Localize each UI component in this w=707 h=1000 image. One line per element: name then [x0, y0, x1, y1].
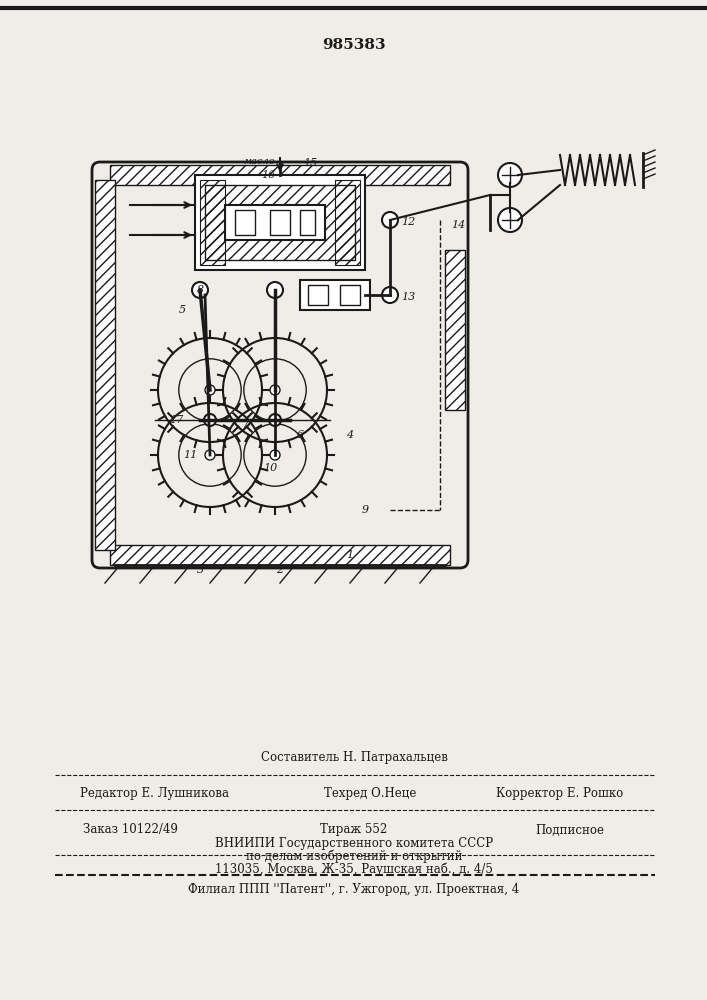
Text: 4: 4 [346, 430, 354, 440]
Bar [195, 175, 365, 270]
Circle shape [382, 287, 398, 303]
Text: 2: 2 [276, 565, 284, 575]
Bar [445, 250, 465, 410]
Text: Тираж 552: Тираж 552 [320, 824, 387, 836]
Text: 9: 9 [361, 505, 368, 515]
Bar [335, 180, 360, 265]
Text: Филиал ППП ''Патент'', г. Ужгород, ул. Проектная, 4: Филиал ППП ''Патент'', г. Ужгород, ул. П… [188, 884, 520, 896]
Text: 15: 15 [303, 158, 317, 168]
Text: 17: 17 [169, 415, 183, 425]
Circle shape [498, 208, 522, 232]
Circle shape [270, 450, 280, 460]
Text: 113035, Москва, Ж-35, Раушская наб., д. 4/5: 113035, Москва, Ж-35, Раушская наб., д. … [215, 862, 493, 876]
Text: 10: 10 [263, 463, 277, 473]
Bar [110, 165, 450, 185]
Circle shape [192, 282, 208, 298]
Text: 11: 11 [183, 450, 197, 460]
Text: 13: 13 [401, 292, 415, 302]
Text: 6: 6 [296, 430, 303, 440]
Bar [235, 210, 255, 235]
Text: Заказ 10122/49: Заказ 10122/49 [83, 824, 177, 836]
Bar [205, 185, 355, 260]
Circle shape [205, 385, 215, 395]
Text: 985383: 985383 [322, 38, 386, 52]
Text: Редактор Е. Лушникова: Редактор Е. Лушникова [81, 786, 230, 800]
Circle shape [498, 163, 522, 187]
Bar [200, 180, 225, 265]
Circle shape [267, 282, 283, 298]
Bar [110, 545, 450, 565]
Circle shape [204, 414, 216, 426]
Circle shape [205, 450, 215, 460]
Circle shape [269, 414, 281, 426]
Bar [340, 285, 360, 305]
Bar [225, 205, 325, 240]
Bar [300, 280, 370, 310]
Text: Техред О.Неце: Техред О.Неце [324, 786, 416, 800]
Text: 7: 7 [241, 420, 249, 430]
Text: Корректор Е. Рошко: Корректор Е. Рошко [496, 786, 624, 800]
Text: Подписное: Подписное [535, 824, 604, 836]
Circle shape [382, 212, 398, 228]
Text: 5: 5 [178, 305, 185, 315]
Bar [95, 180, 115, 550]
Text: 3: 3 [197, 565, 204, 575]
Text: Составитель Н. Патрахальцев: Составитель Н. Патрахальцев [261, 750, 448, 764]
Text: 12: 12 [401, 217, 415, 227]
Text: 8: 8 [197, 285, 204, 295]
Text: 16: 16 [261, 170, 275, 180]
Text: масло: масло [244, 157, 276, 166]
Text: ВНИИПИ Государственного комитета СССР: ВНИИПИ Государственного комитета СССР [215, 836, 493, 850]
Bar [270, 210, 290, 235]
Text: 1: 1 [346, 550, 354, 560]
Bar [308, 285, 328, 305]
Bar [300, 210, 315, 235]
Text: 14: 14 [451, 220, 465, 230]
Circle shape [270, 385, 280, 395]
Text: по делам изобретений и открытий: по делам изобретений и открытий [246, 849, 462, 863]
